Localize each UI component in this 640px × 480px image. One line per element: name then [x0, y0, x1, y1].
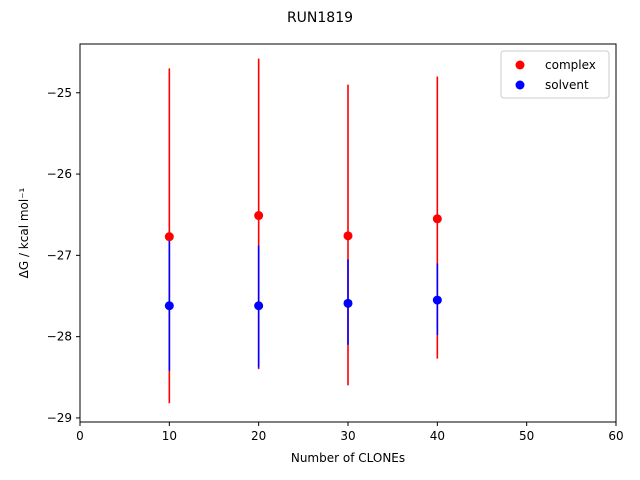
y-tick-label: −27 [47, 248, 72, 262]
data-point-solvent [164, 301, 174, 311]
legend-marker-complex [515, 60, 525, 70]
legend: complex solvent [500, 50, 610, 99]
legend-marker-solvent [515, 80, 525, 90]
y-tick-label: −28 [47, 330, 72, 344]
x-tick-label: 0 [76, 429, 84, 443]
x-tick-label: 40 [430, 429, 445, 443]
x-axis-label: Number of CLONEs [291, 451, 405, 465]
data-point-solvent [343, 298, 353, 308]
y-tick-label: −26 [47, 167, 72, 181]
plot-frame [79, 43, 617, 423]
x-tick-label: 10 [162, 429, 177, 443]
data-point-complex [343, 231, 353, 241]
legend-box [500, 50, 610, 99]
x-axis-ticks: 0 10 20 30 40 50 60 [76, 422, 624, 443]
data-point-complex [432, 214, 442, 224]
chart-title: RUN1819 [287, 10, 353, 26]
data-point-solvent [432, 295, 442, 305]
legend-label-solvent: solvent [545, 78, 589, 92]
x-tick-label: 30 [340, 429, 355, 443]
y-tick-label: −29 [47, 411, 72, 425]
y-tick-label: −25 [47, 86, 72, 100]
data-point-complex [254, 211, 264, 221]
data-points [164, 211, 442, 311]
legend-label-complex: complex [545, 58, 596, 72]
x-tick-label: 20 [251, 429, 266, 443]
y-axis-label: ΔG / kcal mol⁻¹ [17, 187, 31, 278]
data-point-complex [164, 232, 174, 242]
x-tick-label: 60 [608, 429, 623, 443]
x-tick-label: 50 [519, 429, 534, 443]
data-point-solvent [254, 301, 264, 311]
y-axis-ticks: −29 −28 −27 −26 −25 [47, 86, 80, 425]
